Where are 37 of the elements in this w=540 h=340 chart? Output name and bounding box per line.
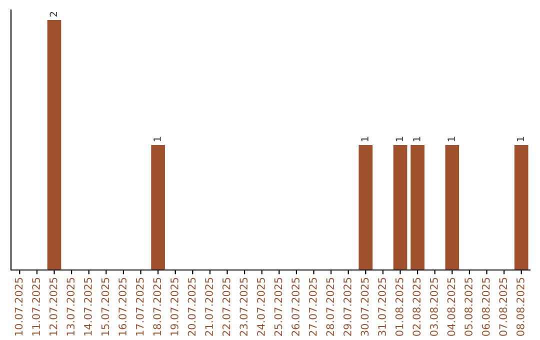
x-tick-label: 08.08.2025	[516, 278, 524, 336]
data-label: 1	[413, 136, 420, 142]
x-tick-label: 15.07.2025	[101, 278, 110, 336]
x-tick-label: 21.07.2025	[205, 278, 213, 336]
x-tick-label: 29.07.2025	[343, 278, 352, 336]
x-tick-label: 24.07.2025	[256, 278, 265, 336]
data-label: 1	[396, 136, 403, 142]
x-tick-label: 18.07.2025	[153, 278, 162, 336]
data-label: 2	[50, 12, 57, 17]
x-tick-label: 17.07.2025	[136, 278, 144, 336]
x-tick-label: 19.07.2025	[170, 278, 178, 336]
data-label: 1	[154, 136, 161, 142]
x-tick-label: 16.07.2025	[118, 278, 126, 336]
x-tick-label: 13.07.2025	[66, 278, 75, 336]
x-tick-label: 01.08.2025	[395, 278, 404, 336]
data-label: 1	[516, 136, 524, 142]
x-tick-label: 26.07.2025	[292, 278, 300, 336]
x-tick-label: 25.07.2025	[274, 278, 282, 336]
x-tick-label: 02.08.2025	[412, 278, 421, 336]
data-label: 1	[361, 136, 368, 142]
x-tick-label: 11.07.2025	[32, 278, 40, 336]
x-tick-label: 28.07.2025	[326, 278, 334, 336]
x-tick-label: 23.07.2025	[240, 278, 248, 336]
x-tick-label: 10.07.2025	[14, 278, 23, 336]
x-tick-label: 14.07.2025	[84, 278, 92, 336]
x-tick-label: 06.08.2025	[482, 278, 490, 336]
x-tick-label: 30.07.2025	[360, 278, 369, 336]
x-tick-label: 05.08.2025	[464, 278, 472, 336]
x-tick-label: 12.07.2025	[49, 278, 58, 336]
x-tick-label: 04.08.2025	[447, 278, 456, 336]
x-tick-label: 07.08.2025	[499, 278, 508, 336]
x-tick-label: 31.07.2025	[378, 278, 386, 336]
x-tick-label: 03.08.2025	[430, 278, 438, 336]
x-tick-label: 22.07.2025	[222, 278, 230, 336]
x-tick-label: 27.07.2025	[308, 278, 317, 336]
data-label: 1	[448, 136, 455, 142]
x-tick-label: 20.07.2025	[188, 278, 196, 336]
